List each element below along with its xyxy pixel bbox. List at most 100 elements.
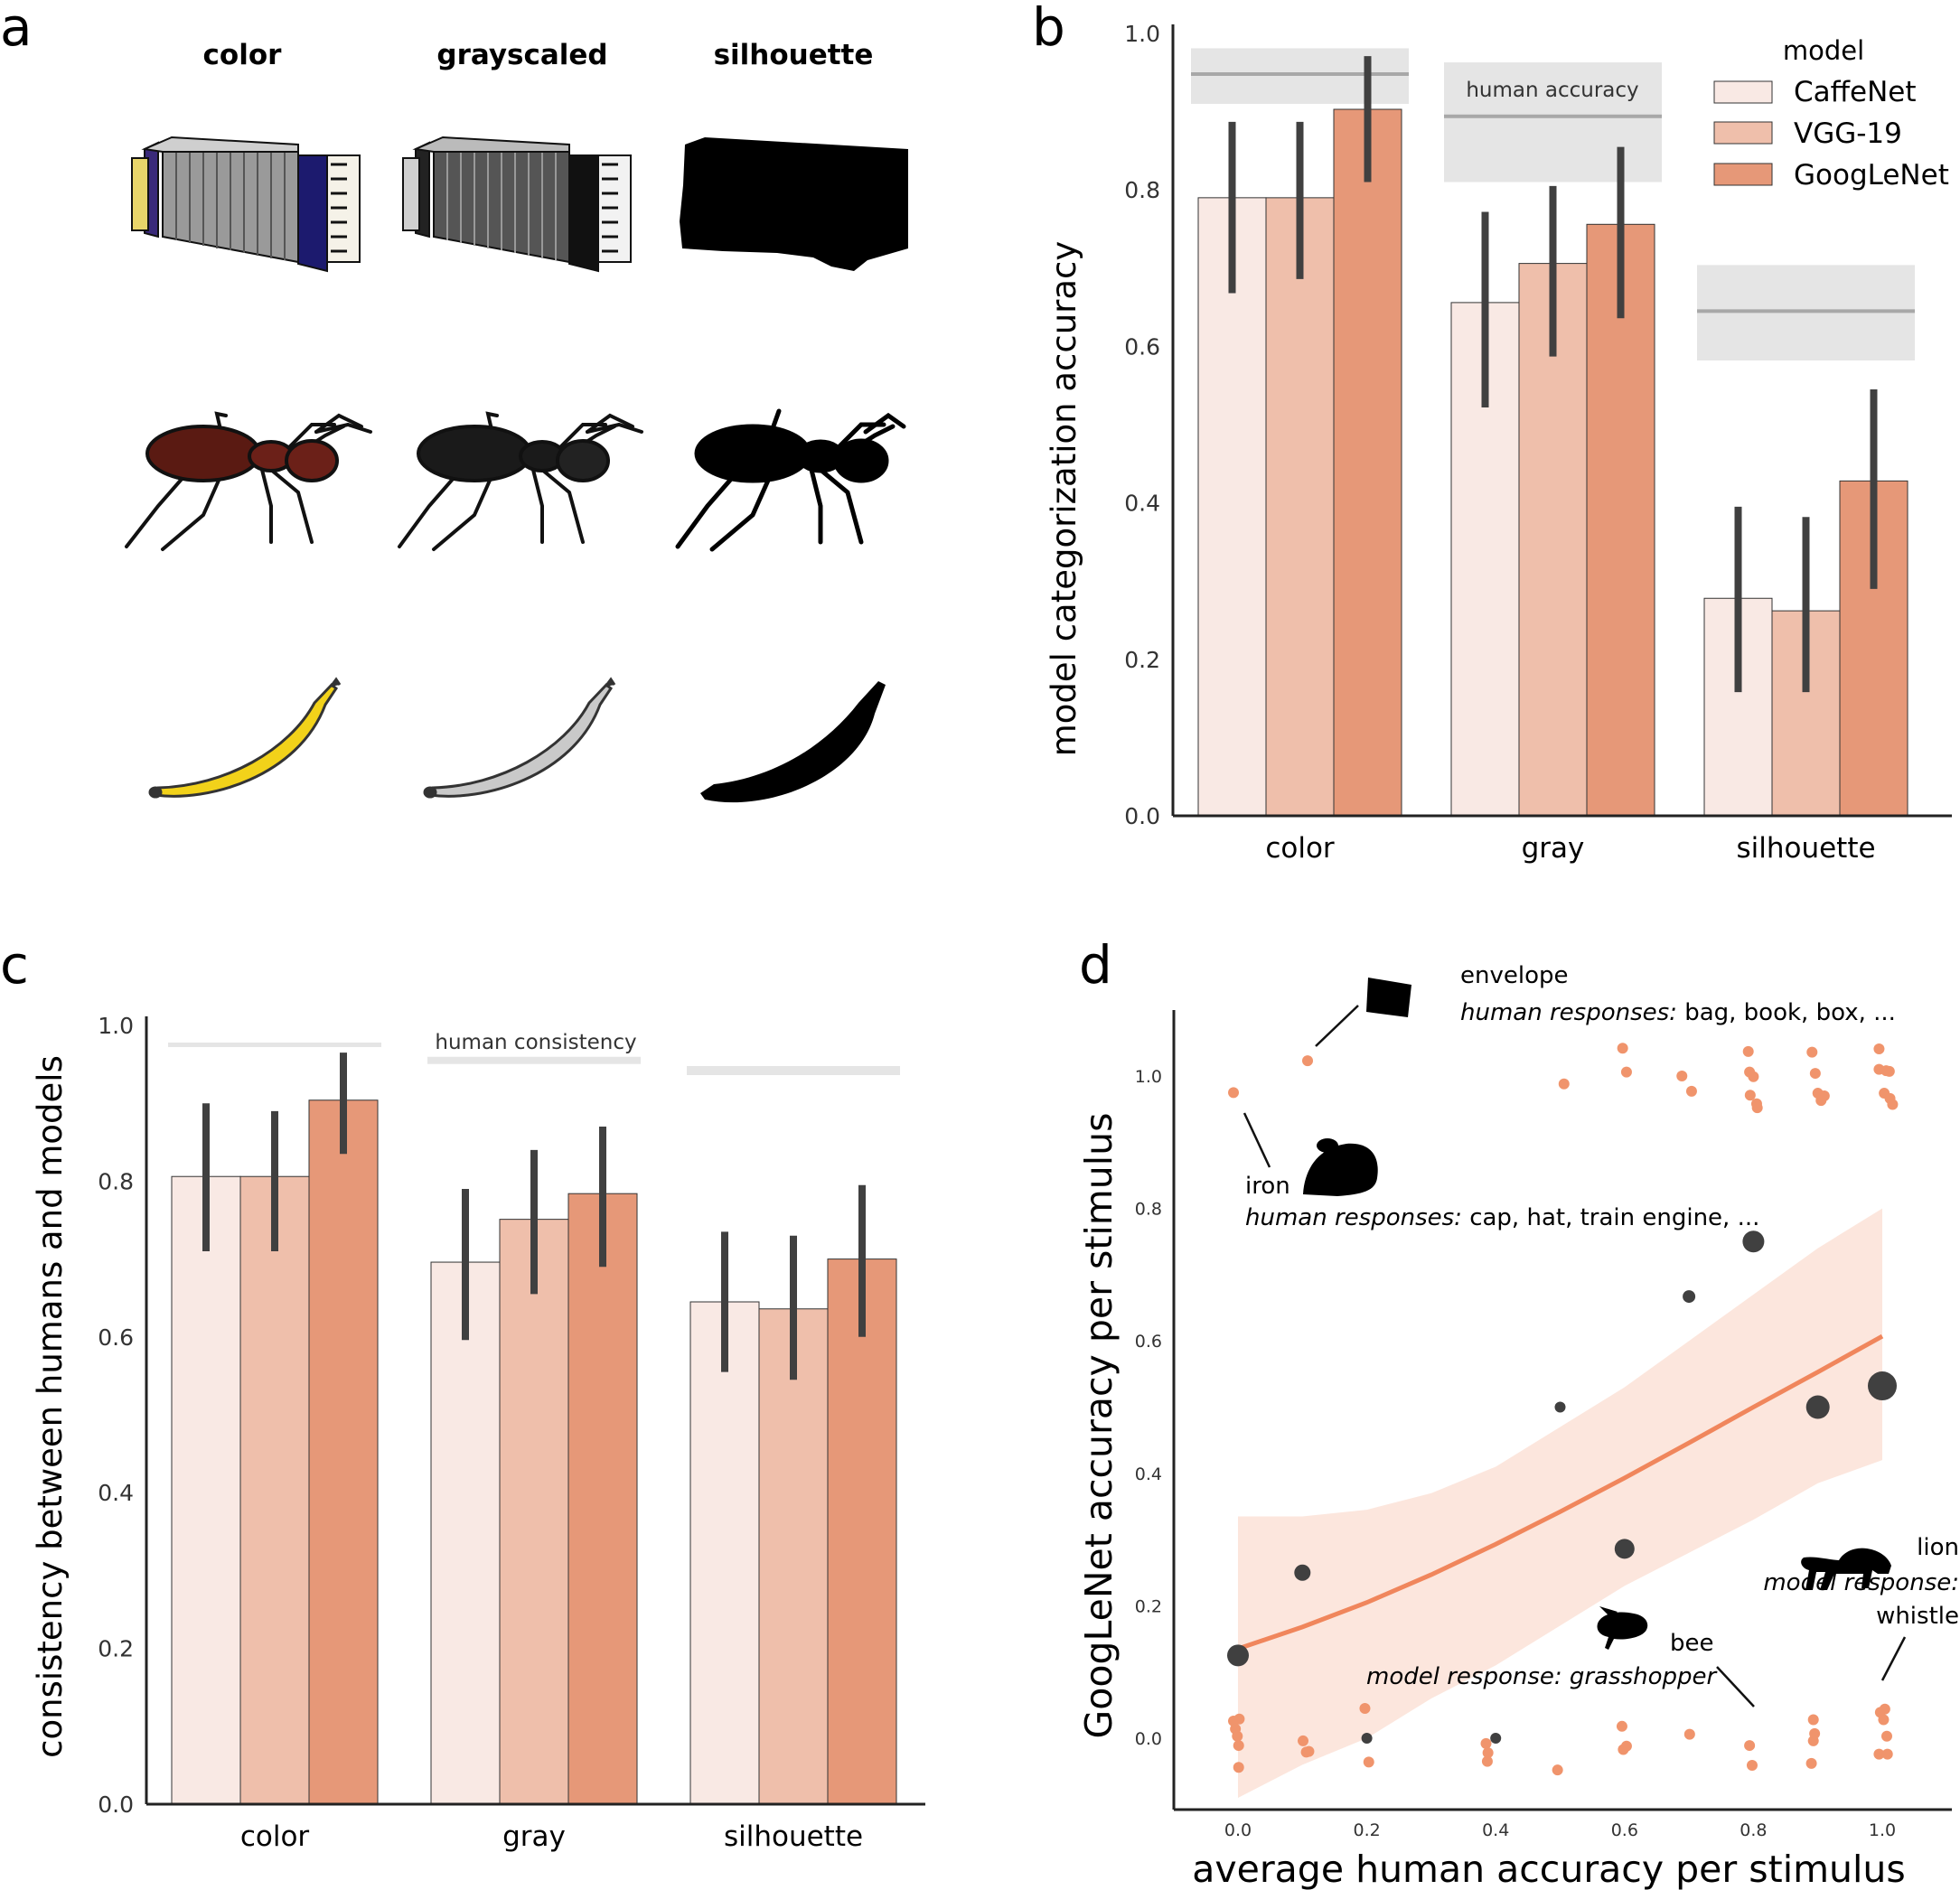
- binned-point-0: [1227, 1644, 1249, 1667]
- stimulus-point-49: [1805, 1757, 1817, 1769]
- stimulus-point-35: [1363, 1756, 1374, 1768]
- legend-label-googlenet: GoogLeNet: [1794, 159, 1949, 192]
- x-tick-label-gray: gray: [1522, 832, 1585, 865]
- stimulus-point-1: [1302, 1055, 1314, 1067]
- x-tick-label-0.0: 0.0: [1224, 1820, 1252, 1840]
- stimulus-point-39: [1552, 1764, 1563, 1776]
- stimulus-point-52: [1880, 1730, 1892, 1742]
- bar-gray-2: [567, 1193, 638, 1805]
- stimulus-point-12: [1751, 1102, 1763, 1114]
- x-tick-label-silhouette: silhouette: [1736, 832, 1875, 865]
- panel-letter-b: b: [1032, 0, 1065, 58]
- stimulus-point-10: [1748, 1071, 1759, 1082]
- banana-color-image: [148, 677, 342, 799]
- stimulus-point-13: [1806, 1046, 1818, 1058]
- iron-pointer: [1243, 1112, 1271, 1168]
- x-tick-label-silhouette: silhouette: [724, 1820, 863, 1853]
- y-tick-label-0.0: 0.0: [1135, 1729, 1162, 1749]
- column-title-grayscaled: grayscaled: [436, 39, 607, 71]
- iron-responses-list: cap, hat, train engine, ...: [1462, 1204, 1759, 1231]
- lion-icon: [1801, 1548, 1891, 1590]
- panel-b: b human accuracy color gray silhouette 0.0 0…: [1032, 0, 1952, 865]
- ant-silhouette-image: [675, 408, 906, 552]
- y-axis-label-c: consistency between humans and models: [31, 1055, 70, 1758]
- stimulus-point-5: [1676, 1071, 1688, 1081]
- y-tick-label-0.0: 0.0: [98, 1792, 134, 1818]
- stimulus-point-51: [1878, 1714, 1890, 1726]
- binned-point-4: [1554, 1401, 1566, 1413]
- stimulus-point-18: [1873, 1043, 1885, 1054]
- panel-d: d 0.0 0.2 0.4 0.6 0.8 1.0 0.0 0.2 0.4 0.6 0.8 1.0 a…: [1077, 934, 1959, 1890]
- lion-pointer: [1880, 1636, 1907, 1681]
- legend-label-caffenet: CaffeNet: [1794, 76, 1917, 108]
- binned-point-3: [1490, 1733, 1502, 1744]
- panel-c: c human consistency color gray silhouette 0…: [0, 934, 925, 1853]
- bar-silhouette-1: [758, 1308, 829, 1805]
- stimulus-point-3: [1617, 1043, 1628, 1054]
- banana-grayscaled-image: [423, 677, 616, 799]
- bee-label: bee: [1670, 1630, 1714, 1657]
- lion-label: lion: [1917, 1534, 1959, 1561]
- bar-gray-1: [499, 1219, 569, 1805]
- envelope-responses-list: bag, book, box, ...: [1677, 999, 1896, 1026]
- legend-swatch-vgg19: [1713, 121, 1773, 145]
- y-tick-label-0.6: 0.6: [1135, 1332, 1162, 1352]
- legend-swatch-caffenet: [1713, 80, 1773, 104]
- x-tick-label-0.8: 0.8: [1740, 1820, 1767, 1840]
- stimulus-point-6: [1685, 1085, 1697, 1097]
- envelope-label: envelope: [1460, 962, 1569, 989]
- axes-d: 0.0 0.2 0.4 0.6 0.8 1.0 0.0 0.2 0.4 0.6 0.8 1.0: [1135, 1010, 1952, 1840]
- bar-color-2: [308, 1099, 379, 1805]
- bar-gray-0: [430, 1261, 501, 1805]
- annotation-bee: bee model response: grasshopper: [1366, 1606, 1755, 1708]
- stimulus-point-31: [1298, 1735, 1309, 1746]
- human-band-color: [1191, 48, 1409, 104]
- y-axis-label-b: model categorization accuracy: [1045, 241, 1083, 757]
- y-tick-label-0.0: 0.0: [1124, 803, 1160, 829]
- stimulus-point-7: [1742, 1045, 1754, 1057]
- binned-point-9: [1868, 1371, 1897, 1401]
- bee-pointer: [1716, 1666, 1755, 1708]
- stimulus-point-29: [1232, 1730, 1243, 1742]
- envelope-responses: human responses: bag, book, box, ...: [1460, 999, 1896, 1026]
- y-tick-label-0.4: 0.4: [1124, 491, 1160, 517]
- legend-swatch-googlenet: [1713, 163, 1773, 186]
- stimulus-point-43: [1683, 1728, 1695, 1740]
- binned-point-6: [1683, 1290, 1696, 1304]
- bee-icon: [1597, 1612, 1648, 1650]
- column-title-color: color: [203, 39, 283, 71]
- bee-wing-icon: [1599, 1606, 1618, 1617]
- annotation-lion: lion model response: whistle: [1763, 1534, 1959, 1681]
- x-tick-label-0.4: 0.4: [1482, 1820, 1509, 1840]
- fit-confidence-band: [1238, 1208, 1882, 1798]
- y-tick-label-0.2: 0.2: [1124, 647, 1160, 673]
- banana-silhouette-image: [700, 681, 886, 803]
- legend-title: model: [1783, 35, 1864, 66]
- x-tick-label-gray: gray: [502, 1820, 566, 1853]
- human-band-gray: [1444, 62, 1662, 182]
- logistic-fit-line: [1237, 1333, 1884, 1651]
- stimulus-point-53: [1879, 1703, 1890, 1715]
- stimulus-point-44: [1744, 1740, 1756, 1752]
- lion-response-prefix: model response:: [1763, 1569, 1959, 1596]
- stimulus-point-2: [1558, 1078, 1570, 1090]
- y-tick-label-0.6: 0.6: [1124, 333, 1160, 360]
- bar-color-0: [171, 1175, 241, 1805]
- stimulus-point-0: [1228, 1087, 1240, 1099]
- lion-response: whistle: [1876, 1603, 1959, 1630]
- stimulus-point-54: [1873, 1748, 1885, 1760]
- x-axis-label-d: average human accuracy per stimulus: [1192, 1848, 1906, 1890]
- ant-grayscaled-image: [398, 411, 643, 551]
- stimulus-point-14: [1809, 1068, 1821, 1080]
- stimulus-point-4: [1620, 1066, 1632, 1078]
- accordion-color-image: [131, 136, 361, 273]
- y-tick-label-0.2: 0.2: [98, 1636, 134, 1662]
- stimulus-point-48: [1809, 1727, 1821, 1739]
- envelope-responses-prefix: human responses:: [1460, 999, 1677, 1026]
- x-tick-label-1.0: 1.0: [1869, 1820, 1896, 1840]
- iron-responses: human responses: cap, hat, train engine,…: [1245, 1204, 1759, 1231]
- y-tick-label-0.2: 0.2: [1135, 1596, 1162, 1616]
- consistency-bars: [171, 1099, 897, 1805]
- stimulus-point-37: [1482, 1747, 1494, 1759]
